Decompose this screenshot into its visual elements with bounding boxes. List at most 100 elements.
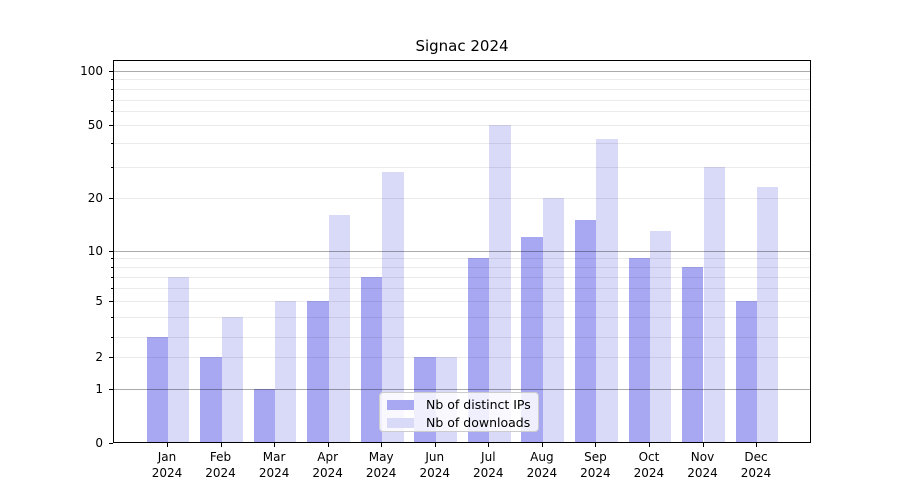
x-tick-dec — [756, 443, 758, 447]
y-minor-tick-70 — [110, 99, 113, 101]
y-minor-tick-9 — [110, 258, 113, 260]
gridline-minor-30 — [114, 166, 810, 168]
y-minor-tick-6 — [110, 288, 113, 289]
gridline-minor-60 — [114, 111, 810, 112]
y-tick-label-10: 10 — [87, 243, 103, 258]
bar-ips-jan — [146, 337, 168, 442]
bar-ips-may — [360, 276, 383, 442]
bar-ips-mar — [253, 388, 276, 442]
legend-row-downloads: Nb of downloads — [380, 415, 538, 431]
y-minor-tick-90 — [110, 79, 113, 80]
x-tick-mar — [274, 443, 276, 447]
bar-downloads-dec — [757, 187, 779, 442]
bar-downloads-mar — [275, 300, 297, 442]
gridline-minor-6 — [114, 288, 810, 289]
x-tick-sep — [595, 443, 597, 447]
y-tick-label-20: 20 — [87, 191, 103, 205]
bar-ips-dec — [735, 300, 758, 442]
legend-label-distinct-ips: Nb of distinct IPs — [426, 397, 531, 412]
x-tick-jan — [167, 443, 168, 447]
y-minor-tick-7 — [110, 276, 113, 278]
x-tick-year: 2024 — [365, 466, 397, 480]
y-tick-1 — [109, 388, 113, 390]
y-tick-10 — [109, 250, 113, 252]
x-tick-year: 2024 — [633, 466, 665, 480]
gridline-minor-5 — [114, 300, 810, 302]
x-tick-may — [381, 443, 383, 447]
x-tick-label-feb: Feb 2024 — [191, 449, 251, 481]
bar-downloads-oct — [649, 230, 672, 442]
y-minor-tick-4 — [110, 317, 113, 318]
x-tick-apr — [327, 443, 329, 447]
x-tick-label-aug: Aug 2024 — [512, 449, 572, 481]
x-tick-label-dec: Dec 2024 — [726, 449, 786, 481]
gridline-minor-7 — [114, 276, 810, 278]
gridline-minor-9 — [114, 258, 810, 260]
x-tick-feb — [220, 443, 222, 447]
gridline-minor-80 — [114, 88, 810, 90]
y-tick-label-50: 50 — [87, 117, 103, 132]
chart-title: Signac 2024 — [415, 37, 509, 55]
bar-downloads-jan — [168, 276, 190, 442]
y-minor-tick-40 — [110, 142, 113, 144]
x-tick-label-jul: Jul 2024 — [458, 449, 518, 481]
gridline-major-10 — [114, 250, 810, 252]
x-tick-label-may: May 2024 — [351, 449, 411, 481]
gridline-minor-4 — [114, 317, 810, 318]
gridline-minor-3 — [114, 337, 810, 338]
plot-area — [113, 60, 811, 443]
bar-downloads-aug — [542, 198, 565, 442]
y-tick-label-1: 1 — [95, 381, 103, 396]
y-tick-5 — [109, 300, 113, 302]
bar-ips-nov — [682, 266, 704, 442]
y-tick-label-100: 100 — [80, 63, 103, 78]
bar-downloads-sep — [596, 138, 618, 442]
x-tick-aug — [541, 443, 543, 447]
x-tick-jul — [488, 443, 490, 447]
gridline-minor-90 — [114, 79, 810, 80]
x-tick-year: 2024 — [580, 466, 611, 480]
x-tick-year: 2024 — [312, 466, 343, 480]
x-tick-label-apr: Apr 2024 — [298, 449, 358, 481]
bar-ips-feb — [200, 356, 222, 442]
legend-row-distinct-ips: Nb of distinct IPs — [380, 397, 538, 413]
gridline-minor-20 — [114, 198, 810, 199]
legend-swatch-distinct-ips — [387, 400, 414, 410]
x-tick-year: 2024 — [526, 466, 558, 480]
x-tick-label-jan: Jan 2024 — [137, 449, 197, 481]
y-tick-label-5: 5 — [95, 293, 103, 308]
x-tick-year: 2024 — [473, 466, 504, 480]
y-tick-2 — [109, 356, 113, 358]
gridline-minor-40 — [114, 142, 810, 144]
y-minor-tick-8 — [110, 266, 113, 268]
x-tick-label-sep: Sep 2024 — [565, 449, 625, 481]
x-tick-year: 2024 — [419, 466, 451, 480]
y-minor-tick-80 — [110, 88, 113, 90]
legend-label-downloads: Nb of downloads — [426, 415, 531, 430]
bar-downloads-jul — [489, 124, 511, 442]
y-minor-tick-3 — [110, 337, 113, 338]
bar-ips-apr — [307, 300, 329, 442]
x-tick-oct — [648, 443, 650, 447]
gridline-major-100 — [114, 70, 810, 72]
x-tick-label-mar: Mar 2024 — [244, 449, 304, 481]
x-tick-label-nov: Nov 2024 — [673, 449, 733, 481]
gridline-minor-2 — [114, 356, 810, 358]
gridline-minor-70 — [114, 99, 810, 101]
y-tick-50 — [109, 124, 113, 126]
bar-ips-aug — [521, 236, 543, 442]
y-tick-100 — [109, 70, 113, 72]
bar-ips-sep — [575, 219, 597, 442]
bar-downloads-apr — [328, 214, 351, 442]
y-minor-tick-30 — [110, 166, 113, 168]
gridline-minor-8 — [114, 266, 810, 268]
legend-swatch-downloads — [387, 418, 414, 428]
y-tick-label-0: 0 — [95, 436, 103, 450]
x-tick-jun — [434, 443, 436, 447]
y-tick-label-2: 2 — [95, 349, 103, 364]
gridline-major-1 — [114, 388, 810, 390]
y-tick-0 — [109, 443, 113, 444]
y-tick-20 — [109, 198, 113, 199]
y-minor-tick-60 — [110, 111, 113, 112]
